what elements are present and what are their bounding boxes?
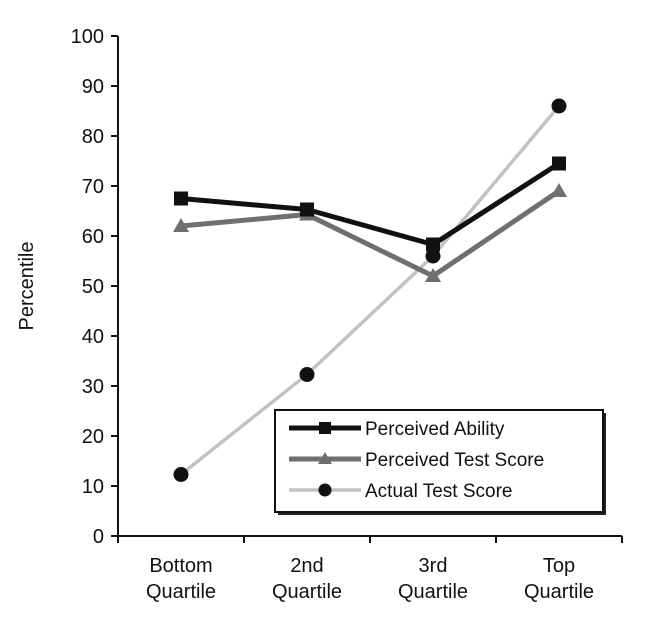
legend-label: Perceived Test Score (365, 450, 544, 471)
y-tick-label: 30 (82, 376, 104, 398)
series-perceived-ability (174, 156, 566, 252)
legend-square-marker (319, 422, 331, 434)
x-tick-label: 3rd Quartile (398, 555, 468, 603)
square-marker (552, 156, 566, 171)
x-tick-label: Bottom Quartile (146, 555, 216, 603)
legend: Perceived Ability Perceived Test Score Act… (274, 409, 606, 515)
x-tick-label: Top Quartile (524, 555, 594, 603)
series-line (180, 188, 561, 279)
y-tick-label: 60 (82, 226, 104, 248)
series-perceived-test-score (173, 183, 567, 282)
legend-circle-marker (318, 483, 332, 497)
y-tick-label: 20 (82, 426, 104, 448)
y-tick-label: 80 (82, 126, 104, 148)
series-line (179, 104, 561, 476)
x-axis-ticks: Bottom Quartile 2nd Quartile 3rd Quartile Top Q… (117, 536, 623, 603)
triangle-marker (425, 268, 441, 282)
triangle-marker (551, 183, 567, 197)
y-axis-ticks: 0 10 20 30 40 50 60 70 80 90 100 (71, 26, 118, 548)
series-layer (173, 98, 567, 482)
legend-entry: Actual Test Score (289, 481, 513, 502)
y-tick-label: 40 (82, 326, 104, 348)
triangle-marker (173, 218, 189, 232)
legend-triangle-marker (318, 452, 332, 464)
y-tick-label: 0 (93, 526, 104, 548)
series-line (180, 161, 561, 247)
square-marker (174, 191, 188, 206)
circle-marker (425, 248, 441, 264)
y-tick-label: 10 (82, 476, 104, 498)
y-tick-label: 90 (82, 76, 104, 98)
y-tick-label: 50 (82, 276, 104, 298)
square-marker (300, 202, 314, 217)
legend-label: Perceived Ability (365, 419, 505, 440)
circle-marker (299, 367, 315, 382)
circle-marker (551, 98, 567, 114)
y-axis-title: Percentile (16, 242, 38, 331)
series-actual-test-score (173, 98, 567, 482)
x-tick-label: 2nd Quartile (272, 555, 342, 603)
legend-entry: Perceived Ability (289, 419, 505, 440)
legend-label: Actual Test Score (365, 481, 513, 502)
y-tick-label: 70 (82, 176, 104, 198)
square-marker (426, 237, 440, 252)
y-tick-label: 100 (71, 26, 104, 48)
circle-marker (173, 467, 189, 482)
legend-entry: Perceived Test Score (289, 450, 544, 471)
